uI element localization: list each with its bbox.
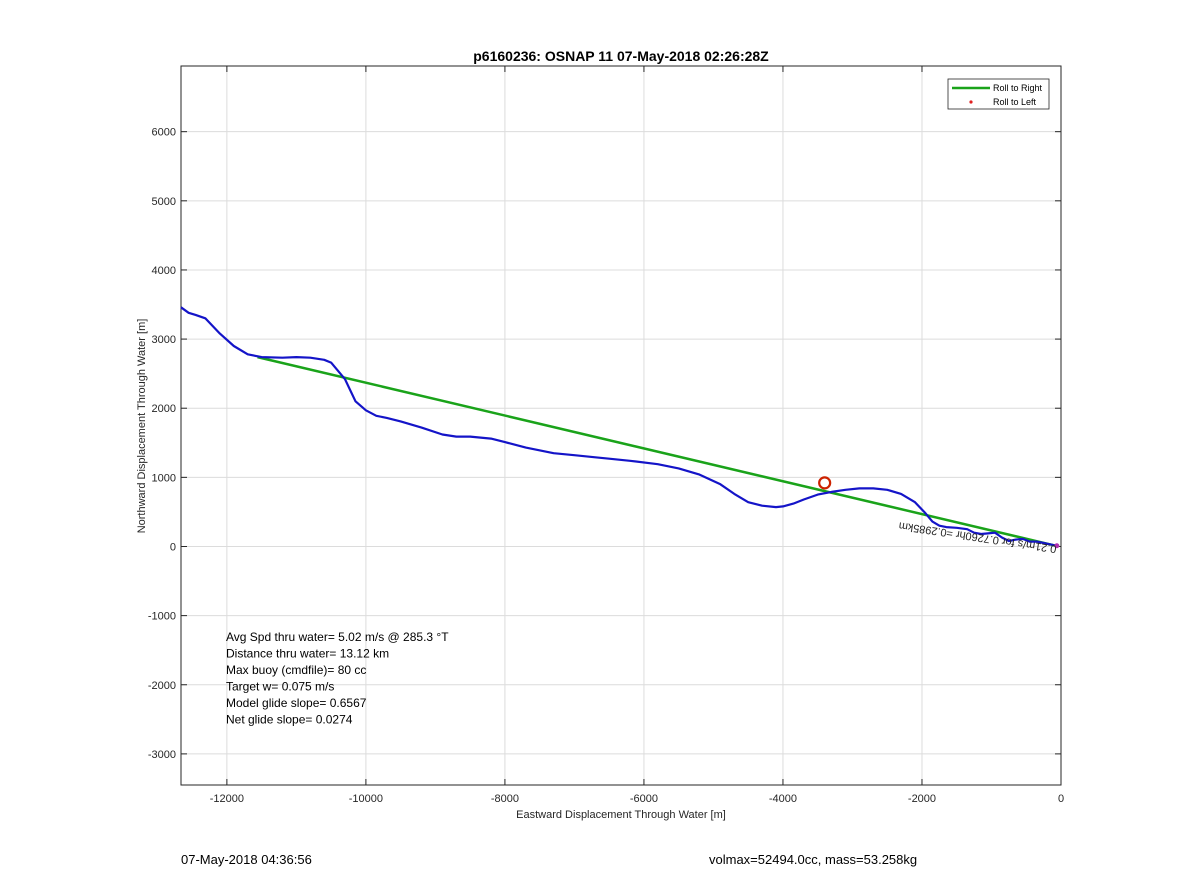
y-tick-label: 4000 (152, 265, 176, 277)
x-tick-label: 0 (1058, 793, 1064, 805)
y-tick-label: -3000 (148, 749, 176, 761)
footer-timestamp: 07-May-2018 04:36:56 (181, 852, 312, 867)
y-axis-label: Northward Displacement Through Water [m] (136, 319, 148, 534)
y-tick-label: 0 (170, 541, 176, 553)
x-tick-label: -12000 (210, 793, 244, 805)
stats-text: Avg Spd thru water= 5.02 m/s @ 285.3 °T D… (226, 630, 449, 727)
legend: Roll to Right Roll to Left (947, 78, 1050, 110)
y-tick-label: -1000 (148, 611, 176, 623)
y-tick-label: 2000 (152, 403, 176, 415)
markers (818, 476, 1060, 549)
x-tick-label: -6000 (630, 793, 658, 805)
end-marker (1054, 543, 1060, 549)
y-tick-label: 1000 (152, 472, 176, 484)
legend-label: Roll to Left (993, 97, 1037, 107)
y-tick-label: 3000 (152, 334, 176, 346)
chart-title: p6160236: OSNAP 11 07-May-2018 02:26:28Z (473, 48, 769, 64)
circle-marker (818, 476, 832, 490)
series-group (180, 306, 1058, 548)
x-tick-label: -10000 (349, 793, 383, 805)
grid (181, 66, 1062, 785)
stats-line: Max buoy (cmdfile)= 80 cc (226, 663, 366, 677)
y-tick-label: 5000 (152, 196, 176, 208)
y-tick-label: -2000 (148, 680, 176, 692)
plot-area (180, 65, 1062, 786)
stats-line: Net glide slope= 0.0274 (226, 713, 353, 727)
x-tick-label: -8000 (491, 793, 519, 805)
x-tick-label: -4000 (769, 793, 797, 805)
legend-dot-swatch (969, 100, 973, 104)
stats-line: Avg Spd thru water= 5.02 m/s @ 285.3 °T (226, 630, 449, 644)
legend-label: Roll to Right (993, 83, 1043, 93)
stats-line: Model glide slope= 0.6567 (226, 696, 367, 710)
x-axis-label: Eastward Displacement Through Water [m] (516, 809, 726, 821)
stats-line: Distance thru water= 13.12 km (226, 647, 389, 661)
footer-volmax-mass: volmax=52494.0cc, mass=53.258kg (709, 852, 918, 867)
y-tick-label: 6000 (152, 127, 176, 139)
axis-ticks: -12000 -10000 -8000 -6000 -4000 -2000 0-3000-2… (148, 66, 1064, 805)
x-tick-label: -2000 (908, 793, 936, 805)
series-line-track (180, 306, 1058, 547)
legend-box (947, 78, 1050, 110)
series-line-roll-to-right (257, 355, 1057, 548)
stats-line: Target w= 0.075 m/s (226, 680, 334, 694)
